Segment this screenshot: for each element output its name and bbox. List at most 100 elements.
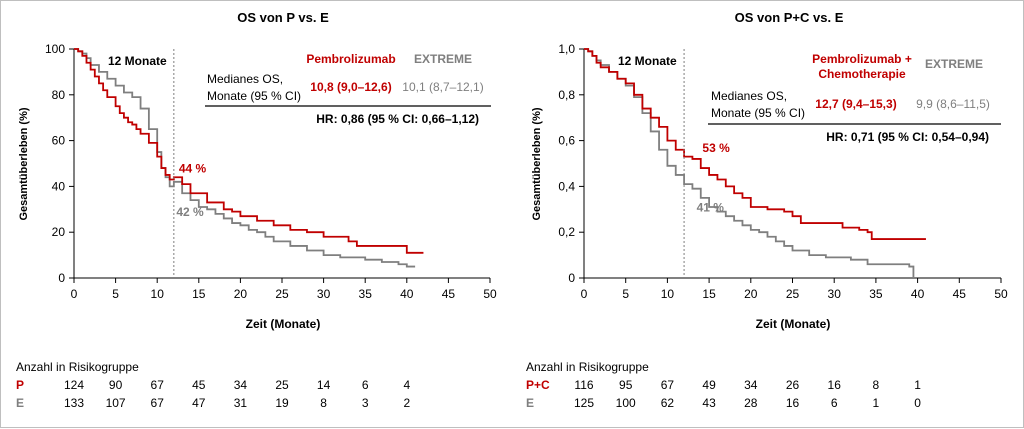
y-tick-label: 0 (568, 271, 575, 285)
risk-value: 45 (192, 378, 206, 392)
legend-series-pembrolizumab-chemo: Pembrolizumab + (812, 52, 912, 66)
y-tick-label: 0 (58, 271, 65, 285)
risk-value: 34 (744, 378, 758, 392)
x-tick-label: 0 (581, 287, 588, 301)
y-axis-label: Gesamtüberleben (%) (18, 107, 30, 220)
risk-value: 0 (914, 396, 921, 410)
risk-row-label: E (16, 396, 24, 410)
risk-table-header: Anzahl in Risikogruppe (526, 360, 649, 374)
series-line-treatment (584, 48, 926, 240)
y-tick-label: 0,2 (558, 225, 575, 239)
risk-value: 8 (320, 396, 327, 410)
risk-value: 1 (873, 396, 880, 410)
x-tick-label: 50 (483, 287, 497, 301)
annotations: 44 % 42 % (176, 162, 206, 220)
y-tick-label: 20 (52, 225, 66, 239)
risk-value: 67 (151, 396, 165, 410)
twelve-month-label: 12 Monate (108, 54, 167, 68)
x-tick-label: 10 (661, 287, 675, 301)
chart-title: OS von P+C vs. E (735, 10, 844, 25)
risk-value: 133 (64, 396, 84, 410)
risk-value: 90 (109, 378, 123, 392)
survival-curves (584, 48, 926, 278)
median-os-extreme: 10,1 (8,7–12,1) (402, 80, 483, 94)
risk-value: 62 (661, 396, 675, 410)
x-tick-label: 0 (71, 287, 78, 301)
risk-row-label: P (16, 378, 24, 392)
axes: 0 5 10 15 20 25 30 35 40 45 50 0 20 40 60 80 100 (45, 42, 497, 301)
legend-box: Pembrolizumab EXTREME Medianes OS, Monat… (205, 52, 491, 126)
x-tick-label: 50 (994, 287, 1008, 301)
x-tick-label: 30 (828, 287, 842, 301)
risk-value: 31 (234, 396, 248, 410)
y-tick-label: 1,0 (558, 42, 575, 56)
legend-row-label: Monate (95 % CI) (207, 89, 301, 103)
x-tick-label: 30 (317, 287, 331, 301)
risk-value: 14 (317, 378, 331, 392)
risk-table-header: Anzahl in Risikogruppe (16, 360, 139, 374)
x-axis-label: Zeit (Monate) (246, 317, 321, 331)
series-line-treatment (74, 48, 424, 254)
hazard-ratio: HR: 0,71 (95 % CI: 0,54–0,94) (826, 130, 989, 144)
x-axis-label: Zeit (Monate) (756, 317, 831, 331)
percentage-annotation: 53 % (702, 141, 730, 155)
risk-row-label: P+C (526, 378, 550, 392)
risk-value: 6 (362, 378, 369, 392)
x-tick-label: 15 (702, 287, 716, 301)
x-tick-label: 45 (442, 287, 456, 301)
percentage-annotation: 41 % (697, 201, 725, 215)
risk-values: 124 90 67 45 34 25 14 6 4 133 107 67 47 31 19 8 3 2 (64, 378, 410, 410)
risk-value: 49 (702, 378, 716, 392)
risk-value: 1 (914, 378, 921, 392)
risk-row-label: E (526, 396, 534, 410)
legend-row-label: Monate (95 % CI) (711, 106, 805, 120)
risk-table: Anzahl in Risikogruppe P E 124 90 67 45 34 25… (16, 360, 410, 410)
percentage-annotation: 42 % (176, 205, 204, 219)
risk-value: 100 (616, 396, 636, 410)
x-tick-label: 25 (786, 287, 800, 301)
y-tick-label: 100 (45, 42, 65, 56)
risk-value: 28 (744, 396, 758, 410)
risk-value: 2 (403, 396, 410, 410)
risk-table: Anzahl in Risikogruppe P+C E 116 95 67 49 34… (526, 360, 921, 410)
risk-value: 95 (619, 378, 633, 392)
x-tick-label: 40 (911, 287, 925, 301)
risk-value: 26 (786, 378, 800, 392)
risk-value: 125 (574, 396, 594, 410)
chart-title: OS von P vs. E (237, 10, 329, 25)
x-tick-label: 20 (744, 287, 758, 301)
x-tick-label: 35 (359, 287, 373, 301)
y-tick-label: 0,8 (558, 88, 575, 102)
risk-value: 107 (106, 396, 126, 410)
risk-value: 67 (151, 378, 165, 392)
risk-value: 19 (275, 396, 289, 410)
panel-right: OS von P+C vs. E Gesamtüberleben (%) Zei… (526, 10, 1008, 410)
x-tick-label: 5 (622, 287, 629, 301)
survival-curves (74, 48, 424, 268)
risk-value: 4 (403, 378, 410, 392)
annotations: 53 % 41 % (697, 141, 731, 215)
y-tick-label: 80 (52, 88, 66, 102)
legend-row-label: Medianes OS, (711, 89, 787, 103)
median-os-extreme: 9,9 (8,6–11,5) (916, 97, 990, 111)
x-tick-label: 20 (234, 287, 248, 301)
y-tick-label: 0,4 (558, 179, 575, 193)
x-tick-label: 25 (275, 287, 289, 301)
median-os-pembrolizumab-chemo: 12,7 (9,4–15,3) (815, 97, 896, 111)
twelve-month-label: 12 Monate (618, 54, 677, 68)
risk-value: 8 (873, 378, 880, 392)
panel-left: OS von P vs. E Gesamtüberleben (%) Zeit … (16, 10, 497, 410)
series-line-extreme (74, 48, 416, 268)
x-tick-label: 40 (400, 287, 414, 301)
median-os-pembrolizumab: 10,8 (9,0–12,6) (310, 80, 391, 94)
legend-series-pembrolizumab-chemo: Chemotherapie (818, 67, 906, 81)
y-tick-label: 40 (52, 179, 66, 193)
risk-value: 47 (192, 396, 206, 410)
risk-value: 16 (786, 396, 800, 410)
legend-box: Pembrolizumab + Chemotherapie EXTREME Me… (708, 52, 1001, 144)
legend-series-pembrolizumab: Pembrolizumab (306, 52, 395, 66)
legend-series-extreme: EXTREME (414, 52, 472, 66)
legend-row-label: Medianes OS, (207, 72, 283, 86)
